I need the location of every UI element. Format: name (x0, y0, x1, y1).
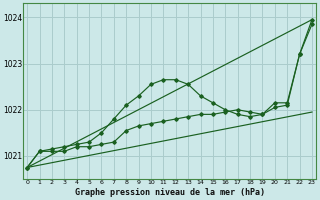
X-axis label: Graphe pression niveau de la mer (hPa): Graphe pression niveau de la mer (hPa) (75, 188, 265, 197)
